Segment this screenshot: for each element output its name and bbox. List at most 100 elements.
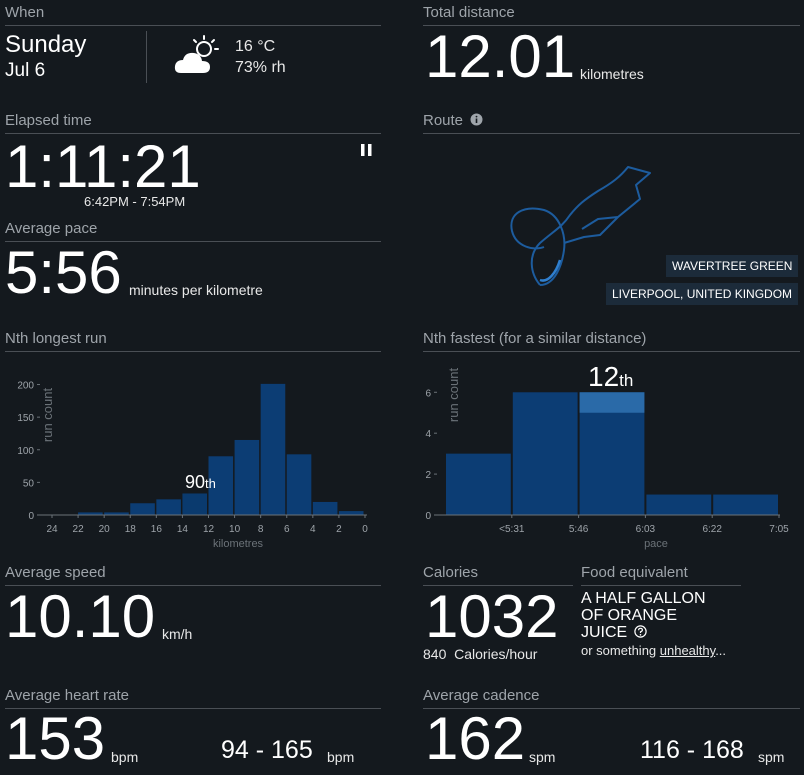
nth-fastest-heading: Nth fastest (for a similar distance) [423, 330, 800, 352]
longest-x-tick-label: 24 [46, 524, 58, 535]
longest-y-tick-label: 50 [23, 478, 35, 489]
route-heading-label: Route [423, 112, 464, 129]
cadence-range-unit: spm [758, 749, 785, 765]
when-heading: When [5, 4, 381, 26]
longest-bar [78, 512, 103, 515]
route-area-label: WAVERTREE GREEN [666, 255, 799, 277]
nth-longest-heading: Nth longest run [5, 330, 381, 352]
avg-hr-unit: bpm [111, 749, 139, 765]
longest-x-tick-label: 14 [177, 524, 189, 535]
humidity: 73% rh [235, 59, 286, 76]
info-icon[interactable] [470, 113, 483, 126]
fastest-rank-label: 12th [588, 361, 633, 392]
food-alt-suffix: ... [715, 643, 727, 658]
fastest-rank-number: 12 [588, 361, 619, 392]
longest-x-tick-label: 22 [73, 524, 85, 535]
fastest-bar [579, 392, 645, 515]
longest-bar [130, 503, 155, 515]
elapsed-heading: Elapsed time [5, 112, 381, 134]
avg-speed-unit: km/h [162, 626, 193, 642]
longest-x-tick-label: 16 [151, 524, 163, 535]
fastest-bar [512, 392, 578, 515]
fastest-highlight-bar [579, 392, 645, 413]
longest-x-tick-label: 12 [203, 524, 215, 535]
longest-bar [156, 499, 181, 515]
fastest-x-tick-label: 5:46 [569, 524, 589, 535]
avg-cadence-value: 162 [425, 705, 526, 772]
fastest-x-tick-label: 6:03 [636, 524, 656, 535]
total-distance-heading: Total distance [423, 4, 800, 26]
route-heading: Route [423, 112, 800, 134]
food-line-1: A HALF GALLON [581, 590, 706, 607]
longest-bar [104, 512, 129, 515]
avg-cadence-heading: Average cadence [423, 687, 800, 709]
longest-x-tick-label: 8 [258, 524, 264, 535]
longest-y-label: run count [40, 388, 55, 443]
fastest-rank-suffix: th [619, 371, 633, 390]
help-icon[interactable] [633, 625, 647, 638]
unhealthy-link[interactable]: unhealthy [659, 643, 716, 658]
fastest-chart: 0 2 4 6 <5:31 5:46 6:03 6:22 7:05 run count pace… [425, 361, 789, 550]
fastest-y-tick-label: 0 [425, 511, 431, 522]
longest-bar [234, 439, 260, 515]
fastest-y-tick-label: 6 [425, 388, 431, 399]
longest-x-tick-label: 10 [229, 524, 241, 535]
avg-pace-value: 5:56 [5, 239, 122, 306]
calories-heading: Calories [423, 564, 573, 586]
longest-y-tick-label: 0 [28, 511, 34, 522]
longest-bar [286, 454, 312, 515]
longest-x-tick-label: 18 [125, 524, 137, 535]
longest-bar [208, 456, 234, 515]
longest-y-tick-label: 100 [17, 446, 34, 457]
food-line-3: JUICE [581, 624, 628, 641]
fastest-x-label: pace [644, 538, 668, 550]
avg-hr-value: 153 [5, 705, 106, 772]
longest-bar [260, 383, 286, 515]
date-label: Jul 6 [5, 60, 46, 81]
longest-x-tick-label: 2 [336, 524, 342, 535]
route-map[interactable] [500, 155, 670, 295]
calories-rate-value: 840 [423, 646, 447, 662]
longest-x-tick-label: 4 [310, 524, 316, 535]
day-label: Sunday [5, 31, 87, 58]
avg-cadence-unit: spm [529, 749, 556, 765]
longest-bar [312, 501, 338, 515]
food-name: A HALF GALLON OF ORANGE JUICE [581, 590, 706, 641]
calories-rate: 840 Calories/hour [423, 646, 537, 662]
longest-x-label: kilometres [213, 538, 264, 550]
temperature: 16 °C [235, 38, 276, 55]
longest-y-tick-label: 150 [17, 413, 34, 424]
longest-x-tick-label: 6 [284, 524, 290, 535]
pause-icon[interactable] [360, 143, 373, 157]
calories-value: 1032 [425, 583, 559, 650]
food-line-2: OF ORANGE [581, 607, 678, 624]
fastest-bar [646, 494, 712, 515]
calories-rate-unit: Calories/hour [454, 646, 538, 662]
hr-range-value: 94 - 165 [221, 736, 313, 764]
fastest-bar [713, 494, 778, 515]
fastest-y-label: run count [446, 368, 461, 423]
fastest-x-tick-label: <5:31 [499, 524, 525, 535]
fastest-x-tick-label: 6:22 [702, 524, 722, 535]
route-city-label: LIVERPOOL, UNITED KINGDOM [606, 283, 799, 305]
food-heading: Food equivalent [581, 564, 741, 586]
longest-rank-suffix: th [205, 476, 216, 491]
longest-bar [182, 493, 207, 515]
avg-pace-unit: minutes per kilometre [129, 282, 263, 298]
food-alt: or something unhealthy... [581, 643, 726, 658]
longest-x-tick-label: 0 [362, 524, 368, 535]
avg-hr-heading: Average heart rate [5, 687, 381, 709]
total-distance-value: 12.01 [425, 23, 576, 90]
total-distance-unit: kilometres [580, 66, 644, 82]
longest-y-tick-label: 200 [17, 381, 34, 392]
fastest-y-tick-label: 4 [425, 429, 431, 440]
avg-pace-heading: Average pace [5, 220, 381, 242]
elapsed-range: 6:42PM - 7:54PM [84, 194, 186, 209]
longest-x-tick-label: 20 [99, 524, 111, 535]
avg-speed-value: 10.10 [5, 583, 156, 650]
longest-rank-label: 90th [185, 472, 216, 492]
fastest-bar [446, 453, 511, 515]
longest-rank-number: 90 [185, 472, 205, 492]
food-alt-prefix: or something [581, 643, 660, 658]
